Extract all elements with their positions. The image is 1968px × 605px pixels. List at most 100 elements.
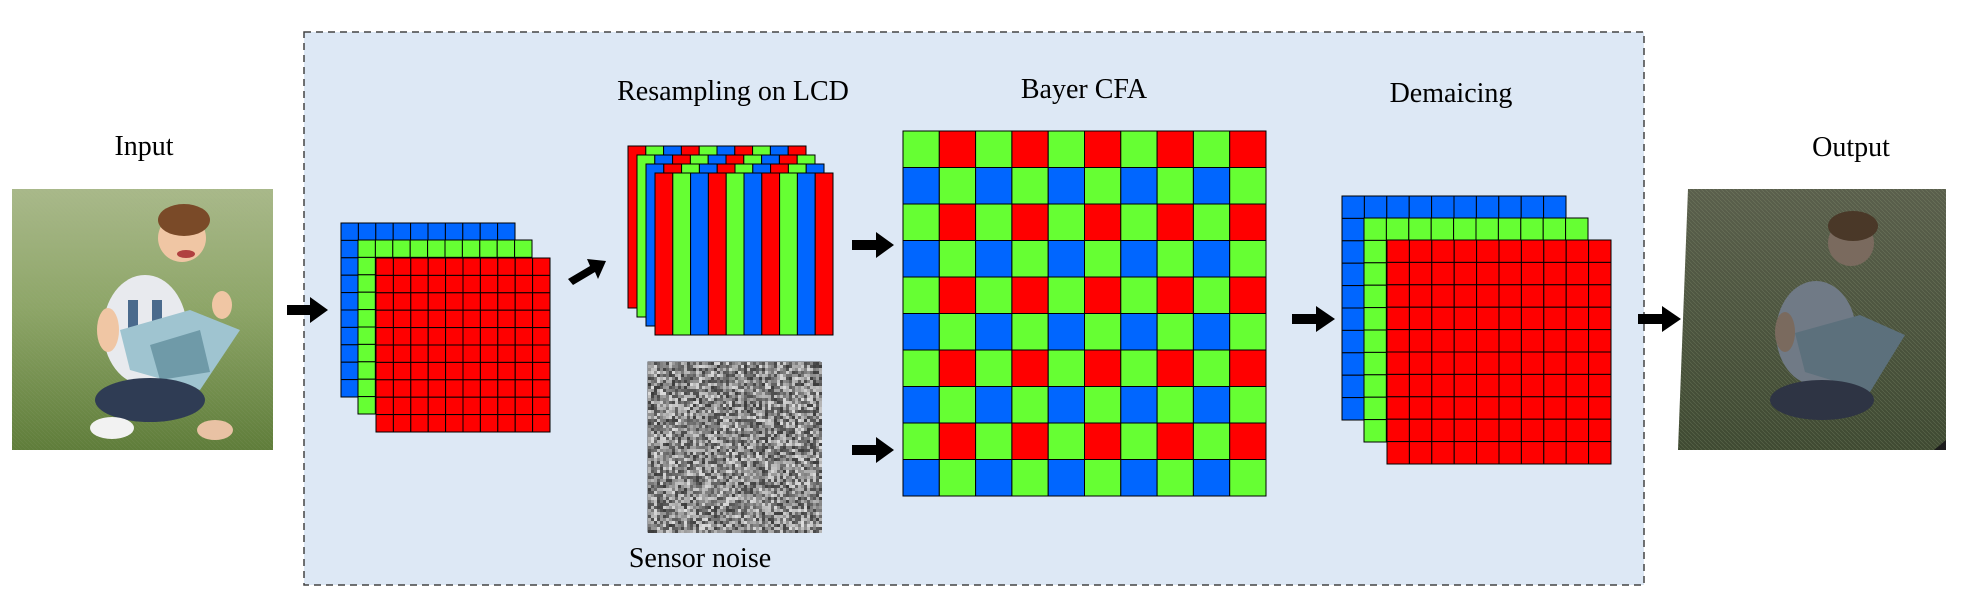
grid-cell [357,361,376,380]
grid-cell [445,414,464,433]
grid-cell [375,222,394,241]
arrow-rgb-to-lcd [568,259,606,285]
grid-cell [1565,239,1590,263]
grid-cell [427,379,447,398]
grid-cell [1156,349,1194,387]
grid-cell [1386,284,1410,308]
grid-cell [1363,396,1387,421]
grid-cell [1011,240,1049,278]
grid-cell [410,361,429,381]
grid-cell [462,344,481,363]
grid-cell [1520,373,1545,398]
grid-cell [1431,239,1455,263]
grid-cell [938,240,977,278]
grid-cell [410,327,429,346]
grid-cell [462,222,481,241]
grid-cell [514,309,534,329]
grid-cell [1408,195,1433,219]
grid-cell [1520,329,1545,353]
grid-cell [1453,284,1478,308]
grid-cell [1341,374,1365,399]
grid-cell [1588,329,1612,353]
grid-cell [1229,167,1267,205]
grid-cell [1385,217,1410,241]
arrow-bayer-to-demosaic [1292,306,1335,332]
grid-cell [975,313,1013,351]
grid-cell [1520,284,1545,308]
grid-cell [410,379,429,398]
grid-cell [497,257,516,276]
grid-cell [1084,167,1122,205]
demosaicing-label: Demaicing [1390,78,1513,109]
grid-cell [409,239,429,258]
grid-cell [497,327,516,346]
grid-cell [375,257,394,276]
grid-cell [1431,396,1455,420]
grid-cell [1229,130,1267,168]
grid-cell [1386,351,1410,375]
grid-cell [497,379,516,398]
grid-cell [1229,349,1267,387]
grid-cell [462,327,481,346]
grid-cell [514,292,534,311]
grid-cell [392,274,412,294]
grid-cell [1408,284,1433,308]
grid-cell [374,239,394,258]
grid-cell [975,349,1013,387]
grid-cell [1047,349,1085,387]
grid-cell [902,276,940,314]
grid-cell [375,379,394,398]
grid-cell [375,309,394,329]
grid-cell [1520,441,1545,465]
lcd-stripe [690,172,709,336]
grid-cell [1520,239,1545,263]
grid-cell [462,309,481,329]
grid-cell [479,379,499,398]
grid-cell [532,379,551,398]
grid-cell [1431,195,1455,219]
grid-cell [1120,276,1158,314]
grid-cell [340,292,359,311]
grid-cell [479,274,499,294]
grid-cell [340,379,359,398]
grid-cell [1453,351,1478,375]
grid-cell [1565,261,1590,286]
grid-cell [1363,351,1387,376]
grid-cell [479,239,498,258]
grid-cell [902,313,940,351]
grid-cell [340,344,359,363]
grid-cell [427,414,447,433]
grid-cell [532,257,551,276]
grid-cell [1498,306,1522,331]
grid-cell [497,396,516,416]
grid-cell [340,239,359,259]
grid-cell [340,274,359,294]
grid-cell [410,292,429,311]
grid-cell [497,222,516,241]
grid-cell [1498,418,1522,443]
grid-cell [375,344,394,363]
grid-cell [938,276,977,314]
grid-cell [1084,386,1122,424]
arrow-lcd-to-bayer [852,232,894,258]
grid-cell [1363,419,1387,443]
grid-cell [479,361,499,381]
grid-cell [1341,195,1365,219]
grid-cell [1120,240,1158,278]
grid-cell [975,203,1013,241]
grid-cell [1386,306,1410,331]
grid-cell [1498,373,1522,398]
grid-cell [1047,240,1085,278]
grid-cell [1341,240,1365,264]
grid-cell [1192,203,1231,241]
input-rgb-stack [340,222,551,433]
grid-cell [410,414,429,433]
grid-cell [392,379,412,398]
sensor-noise-label: Sensor noise [629,543,771,574]
grid-cell [444,222,464,241]
bayer-cfa-grid [902,130,1267,497]
grid-cell [427,361,447,381]
grid-cell [514,414,534,433]
grid-cell [357,396,376,415]
grid-cell [357,239,376,258]
